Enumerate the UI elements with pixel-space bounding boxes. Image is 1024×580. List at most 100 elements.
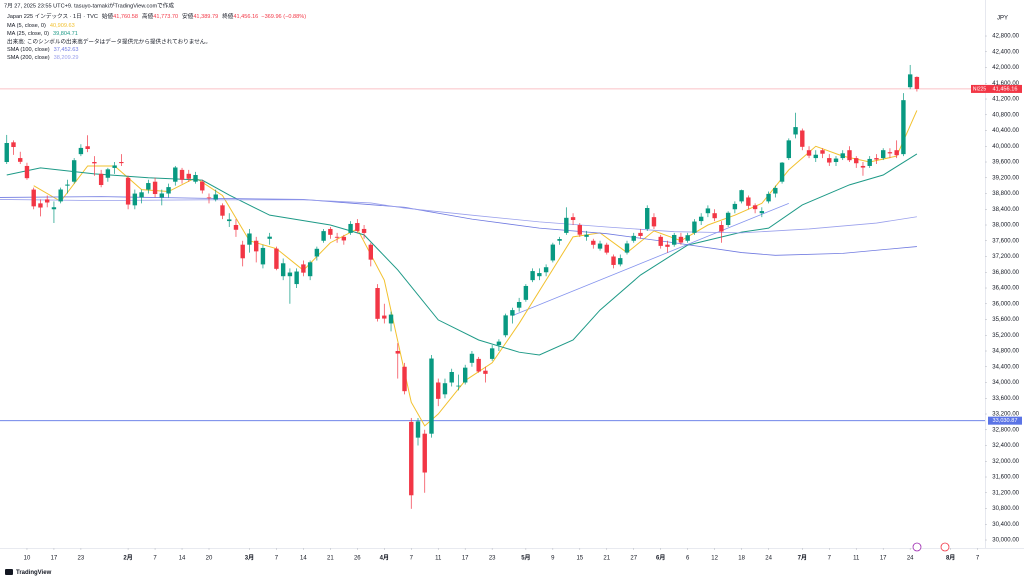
candle-body bbox=[597, 243, 603, 249]
legend-name: SMA (100, close) bbox=[7, 47, 50, 53]
symbol-row: Japan 225 インデックス · 1日 · TVC 始値41,760.58 高値… bbox=[7, 12, 306, 20]
x-tick-label: 7 bbox=[828, 556, 832, 562]
candle-body bbox=[361, 228, 367, 233]
candle-body bbox=[287, 272, 293, 277]
y-tick-label: 30,000.00 bbox=[992, 538, 1019, 544]
logo-icon bbox=[5, 569, 13, 575]
x-tick-label: 10 bbox=[24, 556, 31, 562]
candle-body bbox=[786, 140, 792, 159]
candle-body bbox=[105, 169, 111, 178]
quote-value: 41,760.58 bbox=[113, 14, 138, 20]
candle-body bbox=[887, 152, 893, 154]
candle-body bbox=[503, 315, 508, 336]
candle-body bbox=[166, 187, 171, 194]
candle-body bbox=[543, 267, 549, 273]
x-tick-label: 7月 bbox=[798, 554, 807, 562]
quote-value: 41,773.70 bbox=[153, 14, 178, 20]
y-tick-label: 38,400.00 bbox=[992, 207, 1019, 213]
x-tick-label: 7 bbox=[275, 556, 279, 562]
y-tick-label: 42,000.00 bbox=[992, 65, 1019, 71]
y-tick-label: 39,200.00 bbox=[992, 175, 1019, 181]
candle-body bbox=[462, 367, 468, 383]
candle-body bbox=[58, 189, 63, 202]
candle-body bbox=[274, 248, 279, 269]
y-tick-label: 40,800.00 bbox=[992, 112, 1019, 118]
candle-body bbox=[38, 203, 43, 208]
x-tick-label: 17 bbox=[51, 556, 58, 562]
event-icon[interactable] bbox=[912, 542, 922, 552]
candle-body bbox=[611, 256, 616, 265]
candle-body bbox=[854, 158, 859, 164]
y-tick-label: 30,800.00 bbox=[992, 506, 1019, 512]
candle-body bbox=[456, 385, 461, 387]
y-tick-label: 36,400.00 bbox=[992, 286, 1019, 292]
y-tick-label: 38,800.00 bbox=[992, 191, 1019, 197]
y-tick-label: 36,000.00 bbox=[992, 301, 1019, 307]
y-tick-label: 35,600.00 bbox=[992, 317, 1019, 323]
candle-body bbox=[65, 184, 70, 186]
candle-body bbox=[159, 193, 165, 198]
candle-body bbox=[186, 173, 191, 179]
candle-body bbox=[307, 262, 313, 277]
candle-body bbox=[193, 175, 198, 182]
candle-body bbox=[31, 189, 36, 207]
x-tick-label: 15 bbox=[576, 556, 583, 562]
candle-body bbox=[429, 358, 434, 434]
quote-value: 41,456.16 bbox=[233, 14, 258, 20]
candle-body bbox=[11, 142, 16, 148]
symbol: Japan 225 インデックス · 1日 · TVC bbox=[7, 12, 98, 20]
candle-body bbox=[78, 147, 84, 155]
legend-entry: SMA (200, close) 38,209.29 bbox=[7, 55, 78, 61]
y-tick-label: 39,600.00 bbox=[992, 160, 1019, 166]
candle-body bbox=[847, 150, 852, 161]
candle-body bbox=[253, 240, 259, 252]
candle-body bbox=[98, 173, 104, 186]
event-icon[interactable] bbox=[940, 542, 950, 552]
candle-body bbox=[746, 197, 751, 206]
logo: TradingView bbox=[5, 569, 52, 576]
candle-body bbox=[685, 235, 690, 241]
candle-body bbox=[894, 150, 899, 156]
symbol-badge bbox=[971, 84, 988, 93]
quote-value: 41,389.79 bbox=[193, 14, 218, 20]
x-tick-label: 4月 bbox=[380, 554, 389, 562]
candle-body bbox=[793, 127, 798, 135]
x-tick-label: 21 bbox=[327, 556, 334, 562]
x-tick-label: 6月 bbox=[656, 554, 665, 562]
candle-body bbox=[382, 315, 387, 319]
candle-body bbox=[638, 232, 643, 236]
y-tick-label: 38,000.00 bbox=[992, 223, 1019, 229]
candle-body bbox=[92, 162, 97, 164]
x-tick-label: 24 bbox=[907, 556, 914, 562]
candle-body bbox=[206, 197, 212, 199]
y-tick-label: 34,000.00 bbox=[992, 380, 1019, 386]
candle-body bbox=[678, 236, 684, 243]
candle-body bbox=[739, 190, 744, 202]
candle-body bbox=[44, 199, 50, 203]
candle-body bbox=[139, 192, 144, 198]
candle-body bbox=[355, 223, 360, 231]
legend-value: 40,909.63 bbox=[50, 23, 75, 29]
candle-body bbox=[146, 183, 151, 190]
candle-body bbox=[914, 76, 920, 89]
candle-body bbox=[698, 216, 704, 222]
candle-body bbox=[85, 146, 90, 149]
y-tick-label: 32,000.00 bbox=[992, 459, 1019, 465]
y-tick-label: 36,800.00 bbox=[992, 270, 1019, 276]
candle-body bbox=[537, 273, 542, 277]
candle-body bbox=[173, 167, 178, 182]
candle-body bbox=[247, 233, 252, 245]
candle-body bbox=[449, 371, 454, 383]
candle-body bbox=[469, 353, 475, 363]
candle-body bbox=[719, 225, 724, 232]
x-tick-label: 14 bbox=[179, 556, 186, 562]
candle-body bbox=[557, 239, 562, 241]
x-tick-label: 7 bbox=[153, 556, 157, 562]
candle-body bbox=[200, 181, 205, 191]
change: −369.96 (−0.88%) bbox=[261, 14, 306, 20]
candle-body bbox=[375, 288, 380, 319]
legend-value: 38,209.29 bbox=[54, 55, 79, 61]
quote-label: 始値 bbox=[102, 12, 114, 20]
price-badge bbox=[988, 84, 1022, 93]
x-tick-label: 17 bbox=[462, 556, 469, 562]
